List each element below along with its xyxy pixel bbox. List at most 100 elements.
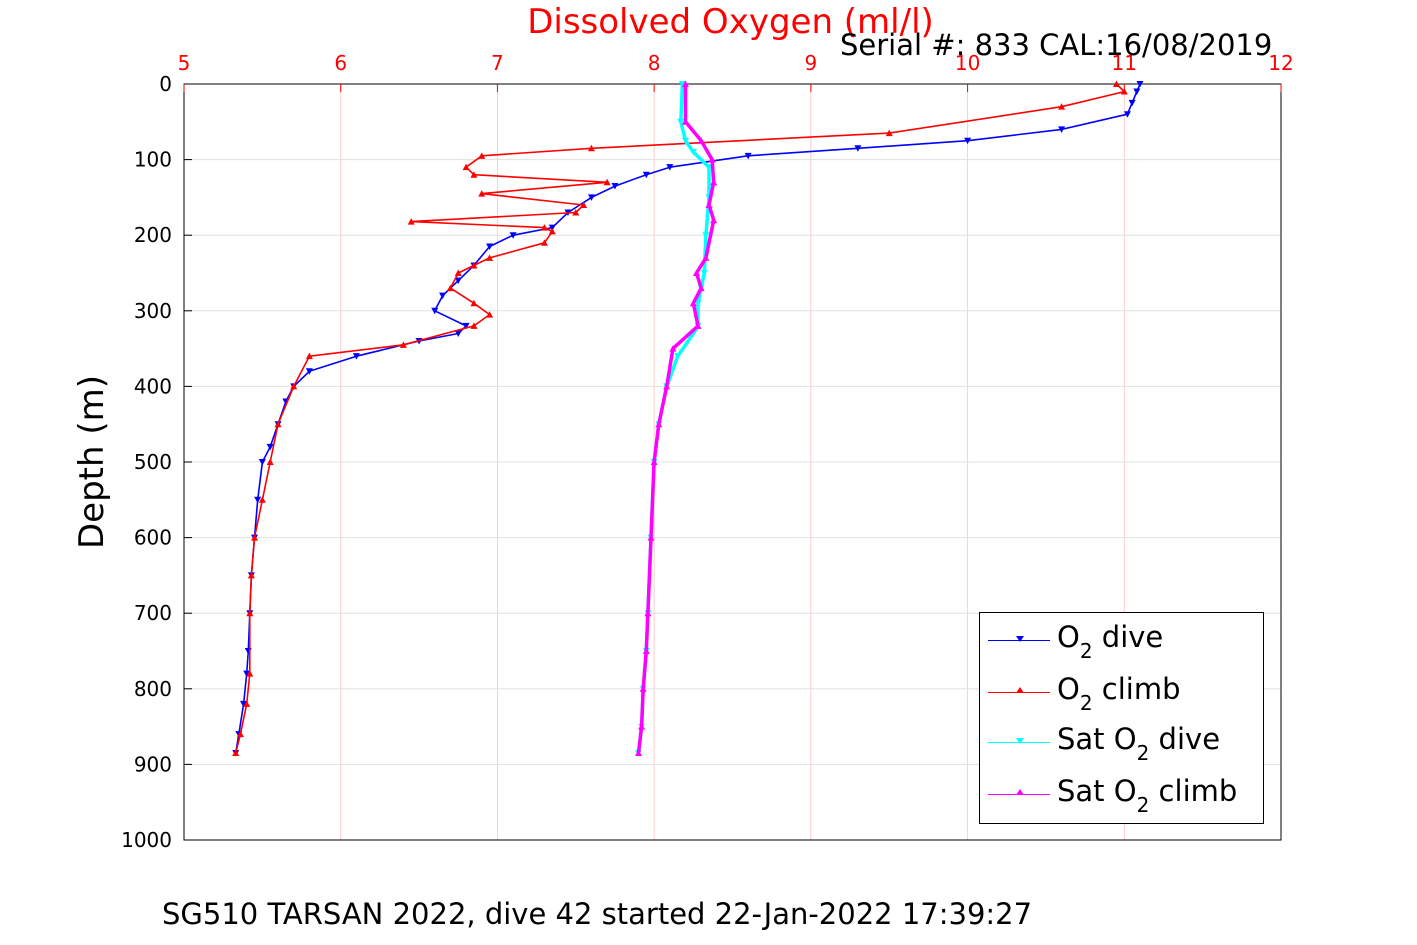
data-point xyxy=(689,299,697,307)
x-tick-label: 8 xyxy=(648,51,661,75)
data-point xyxy=(236,730,244,738)
data-point xyxy=(694,322,702,329)
legend-entry-sat-o2-dive: Sat O2 dive xyxy=(980,717,1265,767)
data-point xyxy=(694,300,702,307)
footer-caption: SG510 TARSAN 2022, dive 42 started 22-Ja… xyxy=(162,897,1033,931)
data-point xyxy=(642,171,650,179)
data-point xyxy=(247,571,255,579)
data-point xyxy=(647,534,655,541)
legend-marker-sat-o2-climb xyxy=(1016,789,1024,795)
legend-marker-o2-dive xyxy=(1016,636,1024,642)
data-point xyxy=(1120,88,1128,95)
y-tick-label: 600 xyxy=(134,526,172,550)
data-point xyxy=(470,261,478,269)
legend: O2 dive O2 climb Sat O2 dive Sat O2 clim… xyxy=(979,612,1264,824)
data-point xyxy=(854,145,862,152)
serial-label: Serial #: 833 CAL:16/08/2019 xyxy=(840,28,1273,62)
data-point xyxy=(1123,111,1131,118)
x-tick-label: 9 xyxy=(804,51,817,75)
data-point xyxy=(246,609,254,617)
legend-marker-sat-o2-dive xyxy=(1016,738,1024,744)
data-point xyxy=(352,353,360,360)
data-point xyxy=(399,341,407,348)
legend-entry-o2-climb: O2 climb xyxy=(980,667,1265,717)
data-point xyxy=(689,149,697,156)
data-point xyxy=(1136,81,1144,88)
data-point xyxy=(486,254,494,261)
data-point xyxy=(509,232,517,239)
data-point xyxy=(1133,88,1141,96)
data-point xyxy=(540,239,548,246)
chart-title-text: Dissolved Oxygen (ml/l) xyxy=(527,2,934,42)
y-tick-label: 0 xyxy=(159,72,172,96)
data-point xyxy=(548,224,556,232)
data-point xyxy=(462,322,470,330)
y-tick-label: 1000 xyxy=(121,828,172,852)
data-point xyxy=(678,81,686,88)
data-point xyxy=(885,129,893,137)
data-point xyxy=(290,382,298,390)
data-point xyxy=(650,458,658,465)
y-tick-label: 700 xyxy=(134,601,172,625)
legend-label-o2-climb: O2 climb xyxy=(1057,672,1181,715)
data-point xyxy=(305,368,313,375)
data-point xyxy=(470,171,478,178)
data-point xyxy=(638,723,646,730)
data-point xyxy=(1058,126,1066,133)
data-point xyxy=(663,382,671,390)
data-point xyxy=(266,443,274,451)
legend-label-o2-dive: O2 dive xyxy=(1057,620,1164,663)
data-point xyxy=(1058,103,1066,110)
y-tick-label: 100 xyxy=(134,148,172,172)
data-point xyxy=(681,137,689,145)
y-tick-label: 800 xyxy=(134,677,172,701)
data-point xyxy=(246,670,254,677)
data-point xyxy=(639,685,647,692)
data-point xyxy=(254,496,262,504)
data-series xyxy=(232,80,1144,757)
legend-entry-o2-dive: O2 dive xyxy=(980,615,1265,665)
data-point xyxy=(681,80,689,87)
data-point xyxy=(431,307,439,315)
y-tick-label: 300 xyxy=(134,299,172,323)
x-tick-label: 10 xyxy=(955,51,980,75)
data-point xyxy=(681,118,689,125)
data-point xyxy=(470,322,478,329)
legend-label-sat-o2-climb: Sat O2 climb xyxy=(1057,774,1238,817)
data-point xyxy=(251,534,259,541)
data-point xyxy=(258,459,266,466)
y-axis-label: Depth (m) xyxy=(72,374,112,550)
y-axis-ticks: 0 100 200 300 400 500 600 700 800 900 1000 xyxy=(121,72,192,852)
data-point xyxy=(240,700,248,708)
data-point xyxy=(548,227,556,235)
data-point xyxy=(478,190,486,197)
x-tick-label: 12 xyxy=(1268,51,1293,75)
data-point xyxy=(708,156,716,163)
legend-marker-o2-climb xyxy=(1016,687,1024,693)
x-tick-label: 5 xyxy=(178,51,191,75)
x-tick-label: 6 xyxy=(334,51,347,75)
data-point xyxy=(710,178,718,186)
data-point xyxy=(677,118,685,126)
data-point xyxy=(666,164,674,171)
data-point xyxy=(611,183,619,190)
y-tick-label: 900 xyxy=(134,752,172,776)
data-point xyxy=(669,345,677,352)
data-point xyxy=(697,284,705,292)
data-point xyxy=(454,330,462,337)
data-point xyxy=(572,209,580,216)
data-point xyxy=(587,144,595,152)
data-point xyxy=(587,194,595,201)
data-point xyxy=(258,496,266,503)
data-point xyxy=(634,749,642,757)
data-point xyxy=(266,458,274,465)
data-point xyxy=(697,137,705,144)
data-point xyxy=(243,700,251,707)
data-point xyxy=(1112,80,1120,87)
data-point xyxy=(702,232,710,239)
data-point xyxy=(446,284,454,292)
x-tick-label: 7 xyxy=(491,51,504,75)
data-point xyxy=(486,311,494,318)
x-tick-label: 11 xyxy=(1112,51,1137,75)
